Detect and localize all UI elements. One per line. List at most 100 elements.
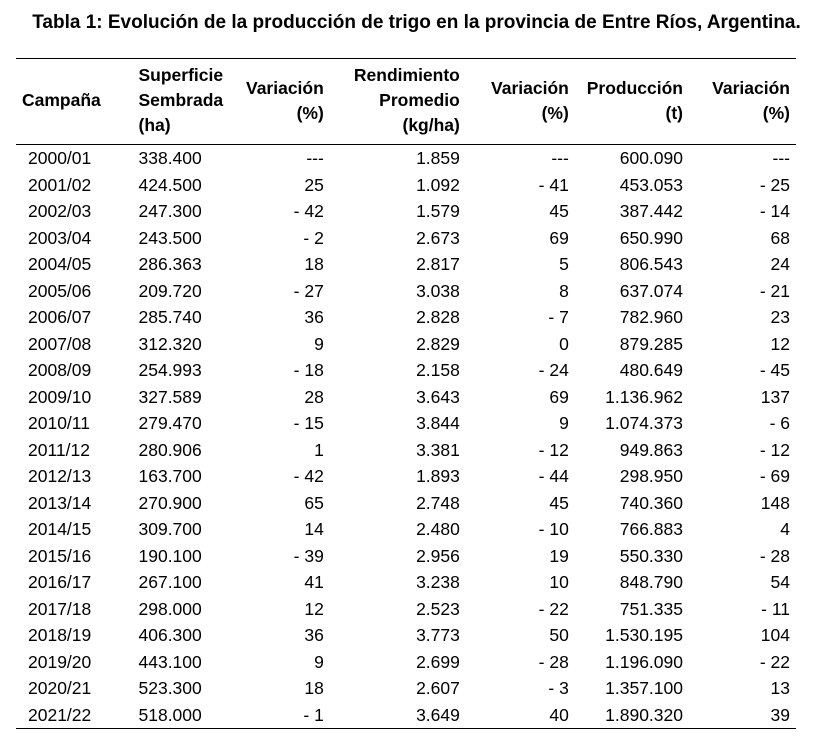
- variacion-rendimiento-cell: 69: [549, 386, 569, 407]
- variacion-produccion-cell: 24: [770, 254, 790, 275]
- superficie-cell: 254.993: [138, 360, 202, 381]
- table-row: 2012/13 163.700 - 42 1.893 - 44 298.950 - 69: [16, 463, 796, 490]
- produccion-cell: 751.335: [619, 598, 683, 619]
- variacion-rendimiento-cell: - 7: [548, 307, 569, 328]
- table-row: 2019/20 443.100 9 2.699 - 28 1.196.090 - 22: [16, 649, 796, 676]
- header-line: Superficie: [138, 65, 224, 85]
- produccion-cell: 1.357.100: [605, 678, 683, 699]
- campana-cell: 2014/15: [28, 519, 92, 540]
- produccion-cell: 879.285: [619, 333, 683, 354]
- produccion-cell: 600.090: [619, 148, 683, 169]
- campana-cell: 2002/03: [28, 201, 92, 222]
- variacion-produccion-cell: 68: [770, 227, 790, 248]
- variacion-rendimiento-cell: 9: [559, 413, 569, 434]
- variacion-produccion-cell: 104: [760, 625, 790, 646]
- table-row: 2000/01 338.400 --- 1.859 --- 600.090 ---: [16, 145, 796, 172]
- campana-cell: 2003/04: [28, 227, 92, 248]
- table-row: 2017/18 298.000 12 2.523 - 22 751.335 - 11: [16, 596, 796, 623]
- rendimiento-cell: 1.092: [416, 174, 460, 195]
- superficie-cell: 209.720: [138, 280, 202, 301]
- rendimiento-cell: 1.859: [416, 148, 460, 169]
- campana-cell: 2004/05: [28, 254, 92, 275]
- superficie-cell: 286.363: [138, 254, 202, 275]
- produccion-cell: 766.883: [619, 519, 683, 540]
- produccion-cell: 637.074: [619, 280, 683, 301]
- variacion-superficie-cell: 9: [314, 333, 324, 354]
- superficie-cell: 406.300: [138, 625, 202, 646]
- header-line: (kg/ha): [402, 115, 460, 135]
- superficie-cell: 190.100: [138, 545, 202, 566]
- campana-cell: 2020/21: [28, 678, 92, 699]
- variacion-produccion-cell: - 28: [759, 545, 790, 566]
- variacion-superficie-cell: 18: [304, 254, 324, 275]
- rendimiento-cell: 1.579: [416, 201, 460, 222]
- campana-cell: 2012/13: [28, 466, 92, 487]
- variacion-superficie-cell: - 18: [293, 360, 324, 381]
- table-body: 2000/01 338.400 --- 1.859 --- 600.090 --- 2001/…: [16, 145, 796, 729]
- superficie-cell: 243.500: [138, 227, 202, 248]
- superficie-cell: 338.400: [138, 148, 202, 169]
- variacion-superficie-cell: 12: [304, 598, 324, 619]
- variacion-produccion-cell: - 25: [759, 174, 790, 195]
- campana-cell: 2013/14: [28, 492, 92, 513]
- campana-cell: 2008/09: [28, 360, 92, 381]
- header-line: Variación: [245, 77, 324, 98]
- table-row: 2010/11 279.470 - 15 3.844 9 1.074.373 - 6: [16, 410, 796, 437]
- variacion-produccion-cell: 13: [770, 678, 790, 699]
- variacion-rendimiento-cell: 10: [549, 572, 569, 593]
- variacion-superficie-cell: - 39: [293, 545, 324, 566]
- variacion-rendimiento-cell: 19: [549, 545, 569, 566]
- superficie-cell: 270.900: [138, 492, 202, 513]
- superficie-cell: 163.700: [138, 466, 202, 487]
- rendimiento-cell: 3.038: [416, 280, 460, 301]
- table-row: 2011/12 280.906 1 3.381 - 12 949.863 - 12: [16, 437, 796, 464]
- table-row: 2006/07 285.740 36 2.828 - 7 782.960 23: [16, 304, 796, 331]
- rendimiento-cell: 2.748: [416, 492, 460, 513]
- produccion-cell: 298.950: [619, 466, 683, 487]
- campana-cell: 2021/22: [16, 701, 123, 729]
- rendimiento-cell: 3.844: [416, 413, 460, 434]
- campana-cell: 2006/07: [28, 307, 92, 328]
- rendimiento-cell: 3.643: [416, 386, 460, 407]
- table-row: 2015/16 190.100 - 39 2.956 19 550.330 - 28: [16, 543, 796, 570]
- campana-cell: 2000/01: [28, 148, 92, 169]
- header-line: Rendimiento: [353, 65, 460, 85]
- superficie-cell: 424.500: [138, 174, 202, 195]
- variacion-rendimiento-cell: - 28: [538, 651, 569, 672]
- variacion-rendimiento-cell: 0: [559, 333, 569, 354]
- variacion-produccion-cell: ---: [772, 148, 790, 169]
- produccion-cell: 480.649: [619, 360, 683, 381]
- rendimiento-cell: 2.956: [416, 545, 460, 566]
- superficie-cell: 298.000: [138, 598, 202, 619]
- table-row: 2003/04 243.500 - 2 2.673 69 650.990 68: [16, 225, 796, 252]
- variacion-produccion-cell: 23: [770, 307, 790, 328]
- header-superficie: Superficie Sembrada (ha): [122, 58, 237, 145]
- table-row: 2007/08 312.320 9 2.829 0 879.285 12: [16, 331, 796, 358]
- variacion-superficie-cell: 28: [304, 386, 324, 407]
- produccion-cell: 1.136.962: [605, 386, 683, 407]
- produccion-cell: 949.863: [619, 439, 683, 460]
- table-row: 2004/05 286.363 18 2.817 5 806.543 24: [16, 251, 796, 278]
- table-row: 2013/14 270.900 65 2.748 45 740.360 148: [16, 490, 796, 517]
- variacion-superficie-cell: 41: [304, 572, 324, 593]
- table-row: 2014/15 309.700 14 2.480 - 10 766.883 4: [16, 516, 796, 543]
- variacion-superficie-cell: 14: [304, 519, 324, 540]
- variacion-rendimiento-cell: ---: [551, 148, 569, 169]
- header-line: Variación: [712, 77, 790, 98]
- produccion-cell: 550.330: [619, 545, 683, 566]
- campana-cell: 2005/06: [28, 280, 92, 301]
- superficie-cell: 327.589: [138, 386, 202, 407]
- table-row: 2021/22 518.000- 1 3.649 40 1.890.320 39: [16, 701, 796, 729]
- table-row: 2005/06 209.720 - 27 3.038 8 637.074 - 21: [16, 278, 796, 305]
- campana-cell: 2016/17: [28, 572, 92, 593]
- variacion-superficie-cell: 36: [304, 625, 324, 646]
- campana-cell: 2011/12: [28, 439, 90, 460]
- variacion-superficie-cell: 36: [304, 307, 324, 328]
- header-line: (ha): [138, 115, 171, 135]
- table-header-row: Campaña Superficie Sembrada (ha) Variación…: [16, 58, 796, 145]
- superficie-cell: 267.100: [138, 572, 202, 593]
- header-line: Sembrada: [138, 90, 224, 110]
- superficie-cell: 312.320: [138, 333, 202, 354]
- variacion-superficie-cell: - 27: [293, 280, 324, 301]
- campana-cell: 2001/02: [28, 174, 92, 195]
